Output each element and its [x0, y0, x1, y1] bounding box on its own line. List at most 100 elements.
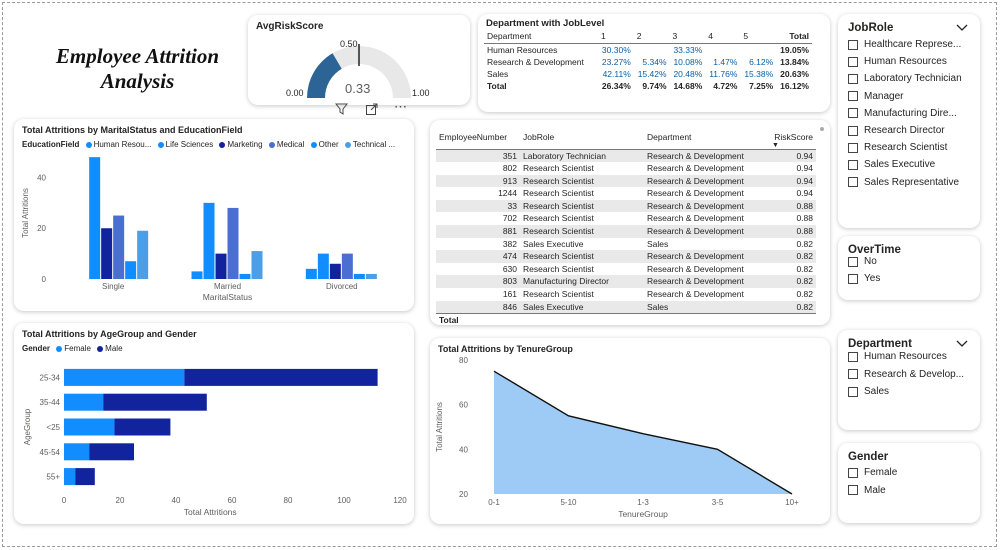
table-cell: 846: [436, 300, 520, 314]
matrix-total-row[interactable]: Total 26.34% 9.74% 14.68% 4.72% 7.25% 16…: [484, 80, 812, 92]
table-row[interactable]: 846 Sales Executive Sales 0.82: [436, 300, 816, 314]
slicer-option[interactable]: Human Resources: [848, 351, 976, 362]
filter-icon[interactable]: [335, 102, 349, 116]
table-row[interactable]: 161 Research Scientist Research & Developm…: [436, 288, 816, 301]
gender-slicer[interactable]: Gender Female Male: [838, 443, 980, 523]
table-cell: 351: [436, 149, 520, 163]
table-row[interactable]: 1244 Research Scientist Research & Develop…: [436, 187, 816, 200]
checkbox[interactable]: [848, 273, 858, 284]
slicer-option[interactable]: Male: [848, 485, 976, 496]
legend-label: Life Sciences: [165, 140, 214, 149]
overtime-slicer[interactable]: OverTime No Yes: [838, 236, 980, 300]
slicer-option[interactable]: Research & Develop...: [848, 369, 976, 380]
matrix-row[interactable]: Sales 42.11% 15.42% 20.48% 11.76% 15.38%…: [484, 68, 812, 80]
bar-segment: [64, 368, 185, 386]
slicer-title: Gender: [848, 451, 889, 463]
matrix-header[interactable]: 1: [598, 29, 634, 44]
table-row[interactable]: 630 Research Scientist Research & Developm…: [436, 263, 816, 276]
legend-item[interactable]: Medical: [268, 140, 304, 149]
legend-item[interactable]: Technical ...: [344, 140, 395, 149]
checkbox[interactable]: [848, 386, 858, 397]
legend-item[interactable]: Marketing: [219, 140, 263, 149]
table-cell: 0.94: [768, 174, 816, 188]
risk-gauge-card[interactable]: AvgRiskScore 0.50 0.33 0.00 1.00: [248, 15, 470, 105]
checkbox[interactable]: [848, 369, 858, 379]
table-row[interactable]: 913 Research Scientist Research & Developm…: [436, 174, 816, 188]
slicer-title: OverTime: [848, 244, 901, 256]
bar-segment: [75, 468, 95, 486]
checkbox[interactable]: [848, 351, 858, 362]
slicer-option[interactable]: Sales: [848, 386, 976, 397]
slicer-option[interactable]: Manager: [848, 91, 976, 102]
matrix-row[interactable]: Research & Development 23.27% 5.34% 10.0…: [484, 56, 812, 68]
table-row[interactable]: 802 Research Scientist Research & Developm…: [436, 162, 816, 175]
table-row[interactable]: 33 Research Scientist Research & Developme…: [436, 199, 816, 213]
slicer-option[interactable]: Research Scientist: [848, 142, 976, 153]
slicer-option[interactable]: Human Resources: [848, 56, 976, 67]
scrollbar-thumb[interactable]: [820, 127, 824, 131]
matrix-header[interactable]: 5: [740, 29, 777, 44]
table-row[interactable]: 803 Manufacturing Director Research & Deve…: [436, 275, 816, 289]
bar: [101, 228, 113, 279]
slicer-option[interactable]: Female: [848, 467, 976, 478]
sort-descending-icon[interactable]: ▼: [772, 141, 779, 149]
legend-item[interactable]: Life Sciences: [157, 140, 214, 149]
legend-item[interactable]: Female: [56, 344, 91, 353]
table-row[interactable]: 881 Research Scientist Research & Developm…: [436, 225, 816, 238]
department-slicer[interactable]: Department Human Resources Research & Dev…: [838, 330, 980, 430]
checkbox[interactable]: [848, 91, 858, 102]
checkbox[interactable]: [848, 159, 858, 170]
slicer-option[interactable]: Healthcare Represe...: [848, 39, 976, 50]
checkbox[interactable]: [848, 125, 858, 136]
agegroup-gender-chart-card[interactable]: Total Attritions by AgeGroup and Gender …: [14, 323, 414, 524]
legend-item[interactable]: Human Resou...: [85, 140, 151, 149]
legend-item[interactable]: Other: [310, 140, 339, 149]
matrix-header[interactable]: 3: [669, 29, 706, 44]
focus-mode-icon[interactable]: [365, 102, 379, 116]
checkbox[interactable]: [848, 73, 858, 84]
area-line: [493, 370, 793, 495]
column-header[interactable]: JobRole: [520, 125, 644, 150]
checkbox[interactable]: [848, 256, 858, 267]
matrix-header[interactable]: 4: [705, 29, 741, 44]
matrix-cell: 33.33%: [673, 45, 703, 55]
matrix-header[interactable]: Department: [484, 29, 598, 44]
matrix-header[interactable]: Total: [776, 29, 812, 44]
slicer-option[interactable]: Sales Executive: [848, 159, 976, 170]
checkbox[interactable]: [848, 485, 858, 495]
column-header[interactable]: Department: [644, 125, 768, 150]
checkbox[interactable]: [848, 177, 858, 188]
chevron-down-icon[interactable]: [956, 24, 968, 32]
slicer-option[interactable]: Yes: [848, 273, 976, 284]
matrix-header[interactable]: 2: [633, 29, 670, 44]
matrix-cell: 6.12%: [749, 57, 774, 67]
column-header[interactable]: RiskScore ▼: [768, 125, 816, 150]
column-header[interactable]: EmployeeNumber: [436, 125, 520, 150]
slicer-option[interactable]: Sales Representative: [848, 177, 976, 188]
checkbox[interactable]: [848, 108, 858, 119]
slicer-option[interactable]: Manufacturing Dire...: [848, 108, 976, 119]
gauge-max-label: 1.00: [412, 88, 430, 98]
table-row[interactable]: 382 Sales Executive Sales 0.82: [436, 238, 816, 251]
matrix-row[interactable]: Human Resources 30.30% 33.33% 19.05%: [484, 44, 812, 57]
checkbox[interactable]: [848, 142, 858, 153]
table-row[interactable]: 702 Research Scientist Research & Developm…: [436, 212, 816, 225]
department-joblevel-matrix[interactable]: Department with JobLevel Department 1 2 …: [478, 14, 830, 112]
slicer-option[interactable]: Laboratory Technician: [848, 73, 976, 84]
employee-risk-table-card[interactable]: EmployeeNumber JobRole Department RiskSc…: [430, 120, 830, 327]
table-cell: 0.82: [768, 250, 816, 263]
checkbox[interactable]: [848, 467, 858, 478]
marital-education-chart-card[interactable]: Total Attritions by MaritalStatus and Ed…: [14, 119, 414, 311]
slicer-option[interactable]: Research Director: [848, 125, 976, 136]
legend-item[interactable]: Male: [97, 344, 123, 353]
slicer-option[interactable]: No: [848, 256, 976, 267]
matrix-cell: [740, 44, 776, 57]
checkbox[interactable]: [848, 56, 858, 67]
chevron-down-icon[interactable]: [956, 340, 968, 348]
table-row[interactable]: 351 Laboratory Technician Research & Devel…: [436, 149, 816, 163]
table-row[interactable]: 474 Research Scientist Research & Developm…: [436, 250, 816, 263]
tenure-area-chart-card[interactable]: Total Attritions by TenureGroup 20 40 60 80…: [430, 338, 830, 524]
jobrole-slicer[interactable]: JobRole Healthcare Represe... Human Resou…: [838, 14, 980, 228]
more-options-icon[interactable]: ⋯: [394, 99, 407, 114]
checkbox[interactable]: [848, 39, 858, 50]
